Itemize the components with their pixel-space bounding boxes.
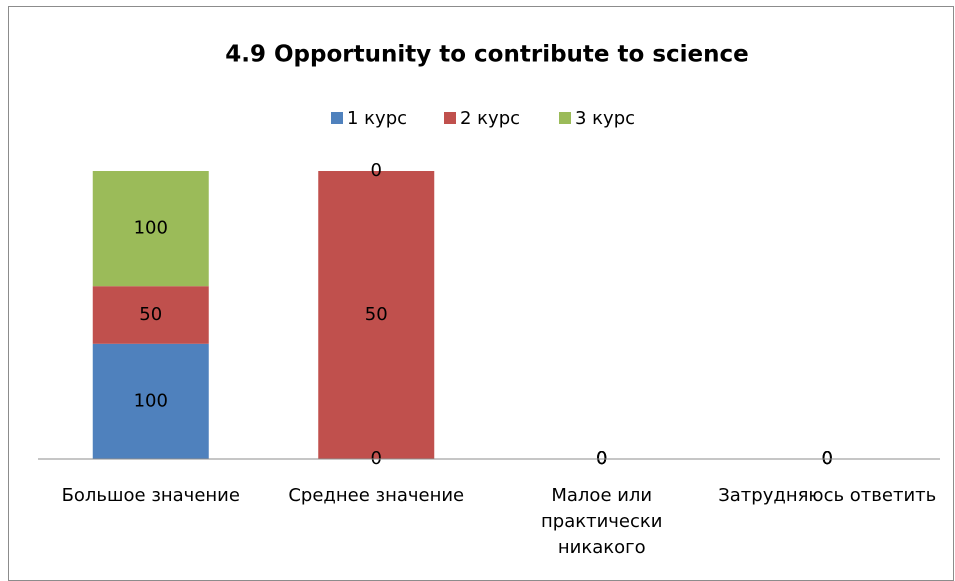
x-tick-label: Среднее значение [288, 485, 464, 506]
bar-segment [92, 171, 209, 287]
x-tick-label: Малое или практически никакого [541, 485, 662, 558]
legend-label: 3 курс [575, 108, 635, 129]
legend-label: 2 курс [460, 108, 520, 129]
legend-swatch [559, 112, 571, 124]
data-label: 100 [134, 218, 168, 239]
legend-swatch [331, 112, 343, 124]
x-tick-label: Большое значение [62, 485, 240, 506]
chart-title: 4.9 Opportunity to contribute to science [225, 42, 749, 68]
x-tick-label: Затрудняюсь ответить [718, 485, 936, 506]
bar-segment [92, 343, 209, 459]
bar-segment [92, 286, 209, 344]
bar-segment [318, 171, 435, 459]
data-label: 0 [371, 160, 382, 181]
data-label: 50 [139, 304, 162, 325]
data-label: 100 [134, 390, 168, 411]
legend-label: 1 курс [347, 108, 407, 129]
legend-swatch [444, 112, 456, 124]
data-label: 50 [365, 304, 388, 325]
